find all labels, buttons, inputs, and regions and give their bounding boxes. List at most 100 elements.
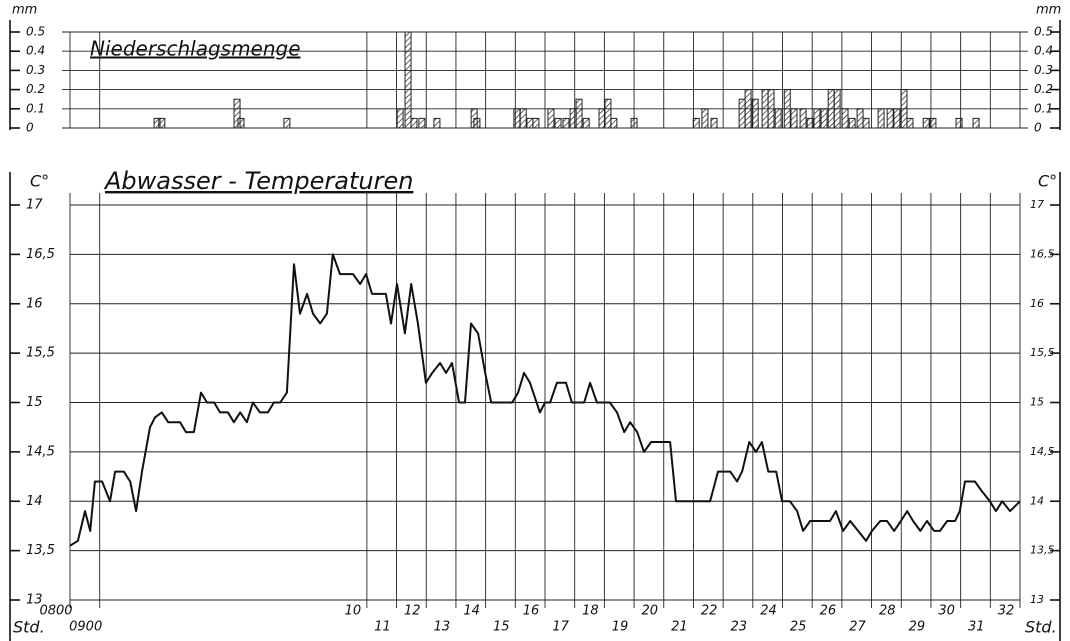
bar — [547, 108, 555, 129]
y-tick-label: 15,5 — [26, 346, 55, 361]
bar — [701, 108, 709, 129]
bar — [862, 117, 870, 129]
y-tick-label: 14,5 — [1030, 445, 1055, 458]
y-tick-label: 13,5 — [26, 543, 55, 558]
y-tick-label: 14,5 — [26, 444, 55, 459]
x-tick-label: 25 — [790, 620, 807, 635]
x-tick-label: 10 — [345, 604, 362, 619]
bar — [799, 108, 807, 129]
bar — [929, 117, 937, 129]
bar — [827, 89, 835, 129]
y-tick-label: 0.5 — [1034, 25, 1053, 39]
x-tick-label: 0900 — [69, 620, 102, 635]
x-tick-label: 15 — [493, 620, 510, 635]
y-tick-label: 16,5 — [26, 247, 55, 262]
x-tick-label: 26 — [820, 604, 837, 619]
x-tick-label: 29 — [909, 620, 926, 635]
bar — [877, 108, 885, 129]
y-tick-label: 16 — [26, 296, 43, 311]
x-tick-label: 12 — [404, 604, 421, 619]
y-unit: C° — [30, 172, 49, 191]
y-tick-label: 17 — [26, 198, 43, 213]
bar — [900, 89, 908, 129]
y-unit: mm — [12, 3, 37, 18]
y-tick-label: 0 — [1034, 121, 1042, 135]
chart-title: Abwasser - Temperaturen — [103, 167, 413, 195]
x-tick-label: 0800 — [39, 604, 72, 619]
x-tick-label: 13 — [434, 620, 451, 635]
y-unit: C° — [1038, 172, 1057, 191]
bar — [575, 98, 583, 129]
x-tick-label: 24 — [760, 604, 777, 619]
bar — [893, 108, 901, 129]
bar — [955, 117, 963, 129]
bar — [848, 117, 856, 129]
x-tick-label: 11 — [374, 620, 391, 635]
x-tick-label: 14 — [463, 604, 480, 619]
bar — [532, 117, 540, 129]
y-tick-label: 0.1 — [1034, 101, 1053, 115]
y-tick-label: 15,5 — [1030, 346, 1055, 359]
x-tick-label: 23 — [731, 620, 748, 635]
y-tick-label: 14 — [26, 494, 43, 509]
y-tick-label: 16 — [1030, 297, 1044, 310]
bar — [433, 117, 441, 129]
bar — [283, 117, 291, 129]
bar — [744, 89, 752, 129]
bar — [710, 117, 718, 129]
bar — [562, 117, 570, 129]
bar — [237, 117, 245, 129]
bar — [610, 117, 618, 129]
y-tick-label: 0.4 — [1034, 44, 1053, 58]
x-tick-label: 28 — [879, 604, 896, 619]
x-tick-label: 19 — [612, 620, 629, 635]
bar — [554, 117, 562, 129]
bar — [761, 89, 769, 129]
x-tick-label: 21 — [671, 620, 688, 635]
bar — [418, 117, 426, 129]
bar — [410, 117, 418, 129]
bar — [526, 117, 534, 129]
bar — [233, 98, 241, 129]
y-tick-label: 17 — [1030, 198, 1044, 211]
y-tick-label: 0 — [26, 121, 34, 135]
x-tick-label: 16 — [523, 604, 540, 619]
x-tick-label: 27 — [849, 620, 866, 635]
bar — [906, 117, 914, 129]
y-tick-label: 0.3 — [1034, 63, 1053, 77]
bar — [783, 89, 791, 129]
bar — [972, 117, 980, 129]
bar — [856, 108, 864, 129]
y-tick-label: 15 — [1030, 396, 1044, 409]
x-axis-label: Std. — [1025, 618, 1057, 637]
bar — [820, 108, 828, 129]
bar — [604, 98, 612, 129]
bar — [738, 98, 746, 129]
bar — [841, 108, 849, 129]
x-tick-label: 31 — [968, 620, 985, 635]
bar — [833, 89, 841, 129]
x-tick-label: 30 — [938, 604, 955, 619]
bar — [158, 117, 166, 129]
bar — [806, 117, 814, 129]
bar — [513, 108, 521, 129]
bar — [813, 108, 821, 129]
y-tick-label: 15 — [26, 395, 43, 410]
bar — [404, 31, 412, 129]
x-tick-label: 22 — [701, 604, 718, 619]
y-unit: mm — [1036, 3, 1061, 18]
bar — [790, 108, 798, 129]
chart-title: Niederschlagsmenge — [90, 37, 301, 61]
y-tick-label: 13 — [1030, 593, 1044, 606]
y-tick-label: 0.1 — [26, 101, 45, 115]
bar — [473, 117, 481, 129]
bar — [396, 108, 404, 129]
bar — [598, 108, 606, 129]
bar — [767, 89, 775, 129]
temperature-line — [69, 253, 1021, 547]
y-tick-label: 0.3 — [26, 63, 45, 77]
y-tick-label: 0.2 — [1034, 82, 1053, 96]
y-tick-label: 13,5 — [1030, 544, 1055, 557]
y-tick-label: 0.4 — [26, 44, 45, 58]
